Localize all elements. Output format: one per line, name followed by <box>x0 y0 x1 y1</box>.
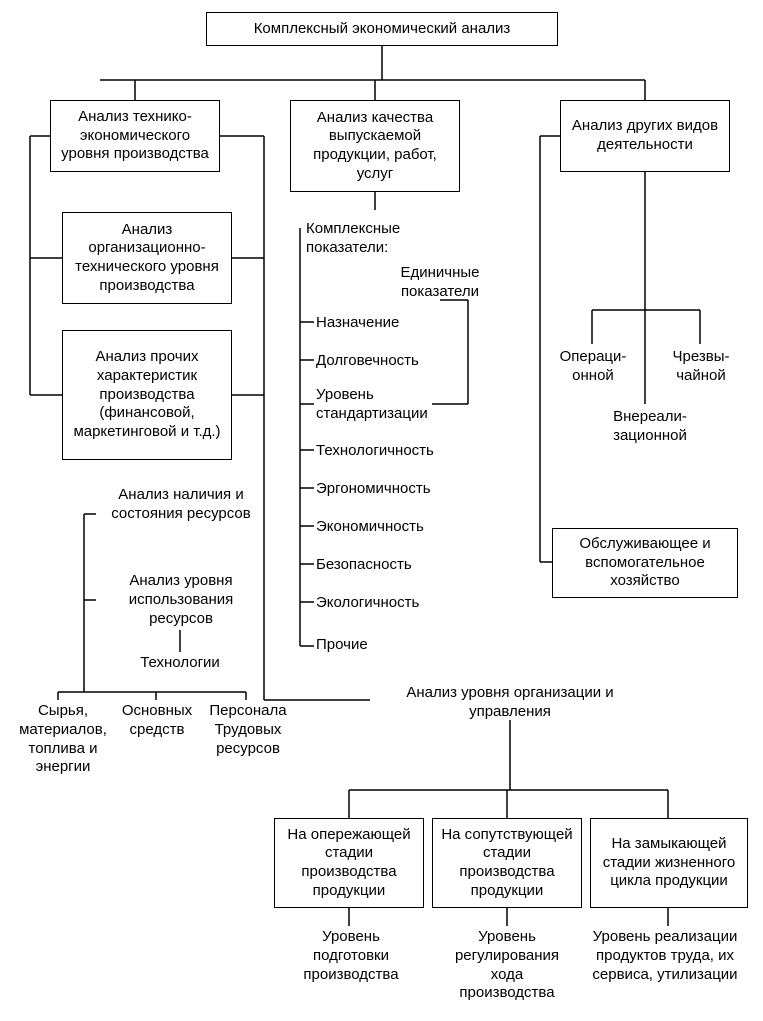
label-right_c3: Внереали-зационной <box>590 408 710 446</box>
node-org_b1: На опережающей стадии производства проду… <box>274 818 424 908</box>
node-lvl1_mid: Анализ качества выпускаемой продукции, р… <box>290 100 460 192</box>
label-org_l1: Уровень подготовки производства <box>286 928 416 984</box>
node-org_b3: На замыкающей стадии жизненного цикла пр… <box>590 818 748 908</box>
label-res_leaf2: Основных средств <box>112 702 202 740</box>
label-right_c2: Чрезвы-чайной <box>656 348 746 386</box>
label-mid_2: Долговечность <box>316 352 476 371</box>
label-res_2: Анализ уровня использования ресурсов <box>96 572 266 628</box>
label-mid_header: Комплексные показатели: <box>306 220 456 258</box>
label-mid_sub: Единичные показатели <box>380 264 500 302</box>
label-org_l2: Уровень регулирования хода производства <box>442 928 572 1003</box>
label-mid_6: Экономичность <box>316 518 476 537</box>
node-lvl1_right: Анализ других видов деятельности <box>560 100 730 172</box>
label-mid_3: Уровень стандартизации <box>316 386 476 424</box>
node-root: Комплексный экономический анализ <box>206 12 558 46</box>
node-lvl1_left: Анализ технико-экономического уровня про… <box>50 100 220 172</box>
node-right_support: Обслуживающее и вспомогательное хозяйств… <box>552 528 738 598</box>
node-org_b2: На сопутствующей стадии производства про… <box>432 818 582 908</box>
label-org_title: Анализ уровня организации и управления <box>380 684 640 722</box>
label-mid_4: Технологичность <box>316 442 476 461</box>
label-res_tech: Технологии <box>120 654 240 673</box>
label-mid_5: Эргономичность <box>316 480 476 499</box>
label-res_1: Анализ наличия и состояния ресурсов <box>96 486 266 524</box>
label-mid_1: Назначение <box>316 314 476 333</box>
label-mid_8: Экологичность <box>316 594 476 613</box>
label-mid_7: Безопасность <box>316 556 476 575</box>
label-right_c1: Операци-онной <box>548 348 638 386</box>
label-org_l3: Уровень реализации продуктов труда, их с… <box>572 928 758 984</box>
label-res_leaf1: Сырья, материалов, топлива и энергии <box>8 702 118 777</box>
diagram-canvas: Комплексный экономический анализ Анализ т… <box>0 0 763 1021</box>
label-res_leaf3: Персонала Трудовых ресурсов <box>198 702 298 758</box>
node-left_sub3: Анализ прочих характеристик производства… <box>62 330 232 460</box>
label-mid_9: Прочие <box>316 636 476 655</box>
node-left_sub2: Анализ организационно-технического уровн… <box>62 212 232 304</box>
